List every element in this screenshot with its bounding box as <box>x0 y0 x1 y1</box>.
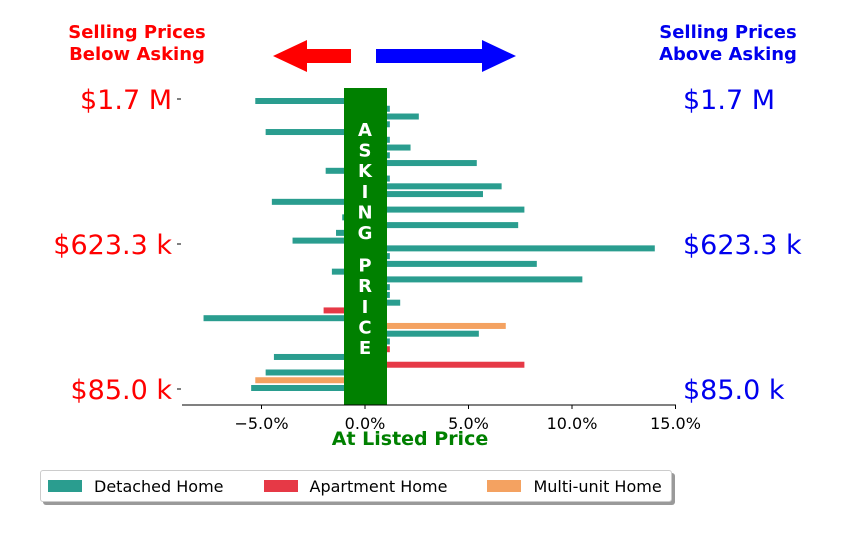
legend: Detached Home Apartment Home Multi-unit … <box>40 470 672 502</box>
bars-group <box>203 98 655 391</box>
legend-item-detached: Detached Home <box>41 477 224 496</box>
bar-14 <box>365 206 525 213</box>
bar-8 <box>365 160 477 167</box>
header-right-line2: Above Asking <box>659 44 797 65</box>
band-letter-7: P <box>358 256 371 277</box>
legend-label-detached: Detached Home <box>94 476 224 496</box>
bar-33 <box>273 353 365 360</box>
bar-11 <box>365 183 502 190</box>
band-letter-5: G <box>358 223 373 244</box>
bar-13 <box>271 198 365 205</box>
header-left-line1: Selling Prices <box>68 22 205 43</box>
x-tick-label-0: −5.0% <box>234 414 288 433</box>
x-tick-label-3: 10.0% <box>547 414 598 433</box>
asking-price-band <box>344 88 387 405</box>
bar-18 <box>292 237 365 244</box>
x-axis-ticks: −5.0% 0.0% 5.0% 10.0% 15.0% <box>234 405 701 433</box>
x-axis-label: At Listed Price <box>332 428 488 450</box>
bar-2 <box>365 113 419 120</box>
legend-swatch-detached <box>48 480 82 492</box>
band-letter-0: A <box>358 120 372 141</box>
header-left-line2: Below Asking <box>69 44 205 65</box>
arrow-right-icon <box>376 40 516 72</box>
bar-16 <box>365 222 519 229</box>
bar-37 <box>251 385 365 391</box>
x-tick-label-2: 5.0% <box>448 414 489 433</box>
bar-19 <box>365 245 655 252</box>
band-letter-3: I <box>362 182 369 203</box>
band-letter-9: I <box>362 297 369 318</box>
y-tick-label-middle: $623.3 k <box>53 230 172 261</box>
y-tick-label-top: $1.7 M <box>80 85 172 116</box>
band-letter-10: C <box>358 317 371 338</box>
bar-21 <box>365 260 537 267</box>
bar-29 <box>365 322 506 329</box>
x-tick-label-1: 0.0% <box>345 414 386 433</box>
band-letter-2: K <box>358 161 373 182</box>
header-right-line1: Selling Prices <box>659 22 796 43</box>
bar-36 <box>255 377 365 384</box>
y-tick-label-bottom: $85.0 k <box>70 375 172 406</box>
band-letter-8: R <box>358 276 372 297</box>
x-tick-label-4: 15.0% <box>650 414 701 433</box>
bar-12 <box>365 191 483 198</box>
legend-item-multiunit: Multi-unit Home <box>480 476 662 496</box>
bar-35 <box>265 369 365 376</box>
legend-item-apartment: Apartment Home <box>257 476 448 496</box>
band-letter-1: S <box>359 141 372 162</box>
bar-30 <box>365 330 479 337</box>
arrow-left-icon <box>273 40 351 72</box>
bar-34 <box>365 361 525 368</box>
legend-swatch-apartment <box>263 480 298 492</box>
bar-23 <box>365 276 583 283</box>
right-label-bottom: $85.0 k <box>683 375 785 406</box>
bar-28 <box>203 315 365 322</box>
right-label-middle: $623.3 k <box>683 230 802 261</box>
band-letter-4: N <box>357 202 372 223</box>
bar-0 <box>255 98 365 104</box>
band-letter-11: E <box>359 338 371 359</box>
bar-6 <box>365 144 411 151</box>
right-label-top: $1.7 M <box>683 85 775 116</box>
bar-4 <box>265 129 365 136</box>
legend-label-multiunit: Multi-unit Home <box>533 476 662 496</box>
legend-swatch-multiunit <box>487 480 522 492</box>
legend-label-apartment: Apartment Home <box>309 476 448 496</box>
